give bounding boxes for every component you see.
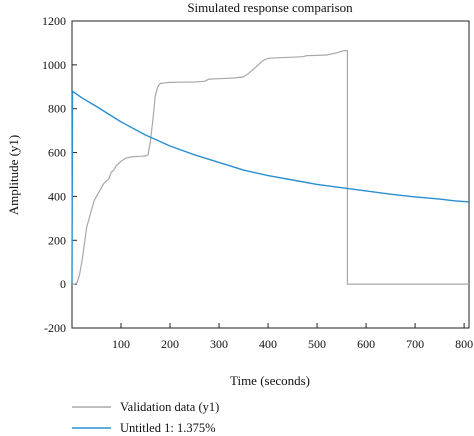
y-tick-label: -200 xyxy=(44,321,66,335)
legend: Validation data (y1) Untitled 1: 1.375% xyxy=(72,400,219,435)
x-tick-label: 400 xyxy=(259,337,277,351)
chart-title: Simulated response comparison xyxy=(187,0,353,15)
x-tick-label: 500 xyxy=(308,337,326,351)
legend-label: Validation data (y1) xyxy=(120,400,219,414)
y-tick-label: 800 xyxy=(48,102,66,116)
y-tick-label: 600 xyxy=(48,146,66,160)
y-tick-label: 200 xyxy=(48,233,66,247)
series-line-1 xyxy=(72,49,469,285)
y-tick-label: 400 xyxy=(48,189,66,203)
x-tick-label: 600 xyxy=(357,337,375,351)
y-axis-label: Amplitude (y1) xyxy=(6,135,21,216)
x-tick-label: 700 xyxy=(406,337,424,351)
y-tick-label: 1000 xyxy=(42,58,66,72)
y-axis: -200 0 200 400 600 800 1000 1200 xyxy=(42,14,77,335)
y-tick-label: 0 xyxy=(60,277,66,291)
x-tick-label: 800 xyxy=(455,337,473,351)
plot-frame xyxy=(71,20,470,329)
x-axis: 100 200 300 400 500 600 700 800 xyxy=(112,323,473,351)
series-line-2 xyxy=(71,90,470,285)
legend-label: Untitled 1: 1.375% xyxy=(120,421,215,435)
x-tick-label: 100 xyxy=(112,337,130,351)
series-lines xyxy=(71,49,470,285)
y-tick-label: 1200 xyxy=(42,14,66,28)
x-axis-label: Time (seconds) xyxy=(230,373,310,388)
x-tick-label: 200 xyxy=(161,337,179,351)
x-tick-label: 300 xyxy=(210,337,228,351)
